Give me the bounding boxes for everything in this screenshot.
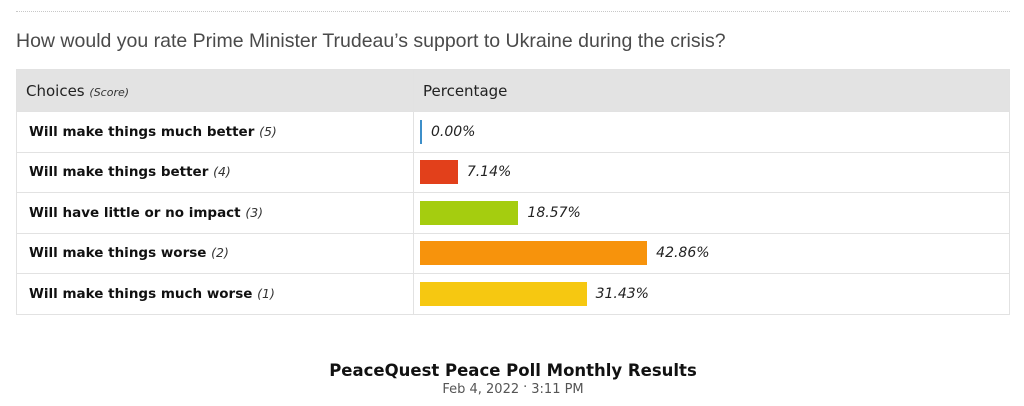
footer-date: Feb 4, 2022 — [442, 382, 520, 397]
choice-score: (2) — [211, 245, 229, 261]
poll-results-table: Choices (Score) Percentage Will make thi… — [16, 69, 1010, 315]
choices-column-header: Choices (Score) — [16, 69, 414, 112]
result-bar — [420, 241, 648, 266]
choice-score: (5) — [259, 123, 277, 139]
choice-label: Will make things much worse — [29, 285, 253, 302]
percentage-column-header: Percentage — [413, 69, 1010, 112]
percentage-cell: 18.57% — [413, 192, 1010, 234]
percentage-label: 31.43% — [595, 285, 649, 302]
table-header-row: Choices (Score) Percentage — [16, 69, 1010, 112]
result-bar — [420, 119, 422, 144]
table-row: Will make things much better (5) 0.00% — [16, 111, 1010, 153]
poll-question: How would you rate Prime Minister Trudea… — [16, 30, 726, 52]
choice-label: Will have little or no impact — [29, 204, 241, 221]
result-bar — [420, 281, 587, 306]
percentage-label: 18.57% — [527, 204, 581, 221]
footer-timestamp: Feb 4, 2022 · 3:11 PM — [0, 380, 1024, 397]
percentage-label: 42.86% — [656, 245, 710, 262]
percentage-cell: 7.14% — [413, 151, 1010, 193]
percentage-cell: 0.00% — [413, 111, 1010, 153]
table-row: Will make things much worse (1) 31.43% — [16, 273, 1010, 315]
choice-cell: Will make things worse (2) — [16, 232, 414, 274]
choice-label: Will make things worse — [29, 245, 207, 262]
footer-time: 3:11 PM — [531, 382, 584, 397]
choice-score: (1) — [257, 285, 275, 301]
poll-rows: Will make things much better (5) 0.00% Wil… — [16, 111, 1010, 315]
table-row: Will make things worse (2) 42.86% — [16, 232, 1010, 274]
percentage-label: 7.14% — [466, 164, 512, 181]
choice-cell: Will make things much better (5) — [16, 111, 414, 153]
choices-header-label: Choices — [26, 81, 85, 100]
choice-label: Will make things better — [29, 164, 209, 181]
result-bar — [420, 160, 458, 185]
percentage-cell: 31.43% — [413, 273, 1010, 315]
top-divider — [16, 11, 1010, 12]
table-row: Will have little or no impact (3) 18.57% — [16, 192, 1010, 234]
percentage-label: 0.00% — [431, 123, 476, 140]
choice-cell: Will make things much worse (1) — [16, 273, 414, 315]
choice-score: (4) — [213, 164, 231, 180]
footer-separator: · — [523, 380, 528, 395]
result-bar — [420, 200, 519, 225]
score-header-label: (Score) — [89, 85, 130, 99]
choice-score: (3) — [245, 204, 264, 220]
footer-title: PeaceQuest Peace Poll Monthly Results — [329, 361, 697, 380]
table-row: Will make things better (4) 7.14% — [16, 151, 1010, 193]
choice-cell: Will make things better (4) — [16, 151, 414, 193]
choice-cell: Will have little or no impact (3) — [16, 192, 414, 234]
choice-label: Will make things much better — [29, 123, 255, 140]
percentage-cell: 42.86% — [413, 232, 1010, 274]
